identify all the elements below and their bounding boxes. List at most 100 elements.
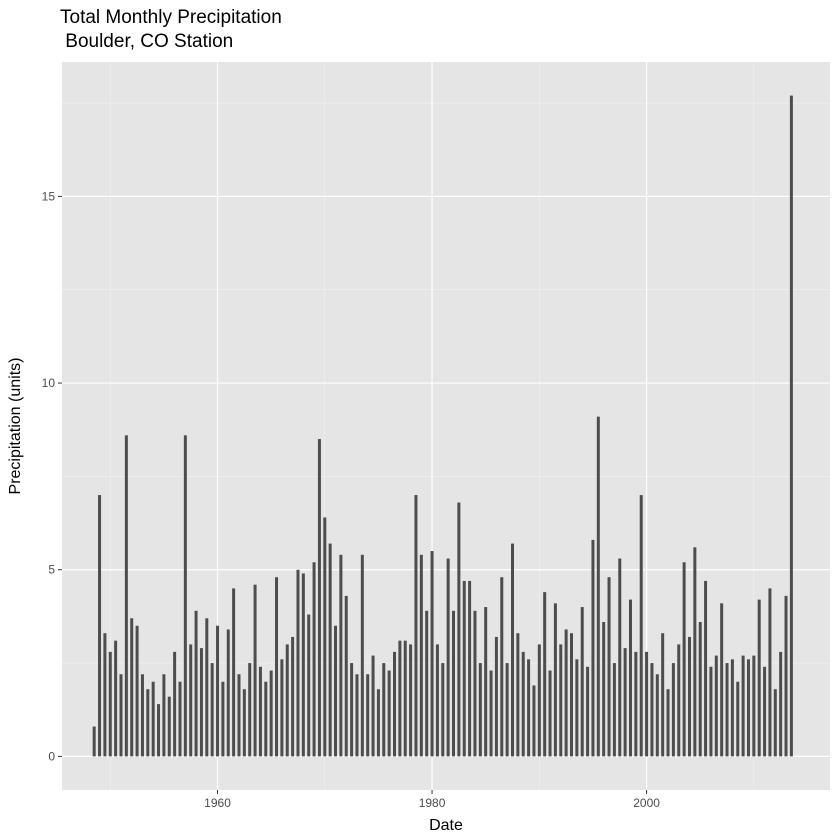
bar <box>607 577 611 757</box>
bar <box>650 663 654 757</box>
bar <box>773 689 777 757</box>
bar <box>167 696 171 757</box>
bar <box>473 610 477 757</box>
bar <box>285 644 289 757</box>
bar <box>376 689 380 757</box>
bar <box>789 95 793 757</box>
bar <box>569 633 573 757</box>
bar <box>741 655 745 757</box>
x-tick-label: 1980 <box>419 796 446 810</box>
bar <box>350 663 354 757</box>
bar <box>516 633 520 757</box>
bar <box>178 681 182 757</box>
bar <box>280 659 284 757</box>
bar <box>221 681 225 757</box>
bar <box>564 629 568 757</box>
bar <box>602 622 606 757</box>
bar <box>543 592 547 757</box>
bar <box>763 666 767 757</box>
bar <box>419 554 423 757</box>
bar <box>366 674 370 757</box>
bar <box>559 644 563 757</box>
bar <box>575 659 579 757</box>
bar <box>645 651 649 757</box>
x-axis-label: Date <box>429 817 463 834</box>
y-tick-label: 10 <box>42 376 56 390</box>
y-tick-label: 5 <box>48 563 55 577</box>
bar <box>323 517 327 757</box>
chart-title: Total Monthly Precipitation Boulder, CO … <box>60 7 282 52</box>
bar <box>532 685 536 757</box>
bar <box>639 495 643 757</box>
bar <box>671 663 675 757</box>
bar <box>784 595 788 757</box>
bar <box>140 674 144 757</box>
bar <box>264 681 268 757</box>
y-axis-label: Precipitation (units) <box>7 358 24 495</box>
bar <box>242 689 246 757</box>
bar <box>382 663 386 757</box>
bar <box>258 666 262 757</box>
bar <box>537 644 541 757</box>
bar <box>457 502 461 757</box>
bar <box>98 495 102 757</box>
bar <box>226 629 230 757</box>
bar <box>173 651 177 757</box>
bar <box>108 651 112 757</box>
bar <box>779 651 783 757</box>
bar <box>360 554 364 757</box>
bar <box>334 625 338 757</box>
bar <box>414 495 418 757</box>
bar <box>199 648 203 757</box>
bar <box>468 580 472 757</box>
bar <box>446 558 450 757</box>
bar <box>307 614 311 757</box>
bar <box>296 569 300 757</box>
bar <box>130 618 134 757</box>
bar <box>596 416 600 757</box>
bar <box>269 670 273 757</box>
bar <box>194 610 198 757</box>
bar <box>237 674 241 757</box>
bar <box>253 584 257 757</box>
bar <box>275 577 279 757</box>
bar <box>714 655 718 757</box>
bar <box>682 562 686 757</box>
bar <box>580 607 584 757</box>
bar <box>746 659 750 757</box>
bar <box>398 640 402 757</box>
bar <box>521 651 525 757</box>
bar <box>441 663 445 757</box>
bar <box>183 435 187 757</box>
bar <box>757 599 761 757</box>
bar <box>677 644 681 757</box>
bar <box>403 640 407 757</box>
bar <box>232 588 236 757</box>
bar <box>752 655 756 757</box>
bar <box>666 689 670 757</box>
bar <box>189 644 193 757</box>
bar <box>301 573 305 757</box>
bar <box>119 674 123 757</box>
bar <box>655 674 659 757</box>
bar <box>248 663 252 757</box>
bar <box>693 547 697 757</box>
bar <box>291 636 295 757</box>
bar <box>92 726 96 757</box>
bar <box>387 670 391 757</box>
bar <box>103 633 107 757</box>
bar <box>687 636 691 757</box>
bar <box>553 603 557 757</box>
bar <box>124 435 128 757</box>
x-tick-label: 2000 <box>633 796 660 810</box>
bar <box>623 648 627 757</box>
bar <box>768 588 772 757</box>
bar <box>484 607 488 757</box>
bar <box>462 580 466 757</box>
bar <box>698 622 702 757</box>
plot-panel <box>62 62 830 790</box>
bar <box>312 562 316 757</box>
bar <box>157 704 161 757</box>
